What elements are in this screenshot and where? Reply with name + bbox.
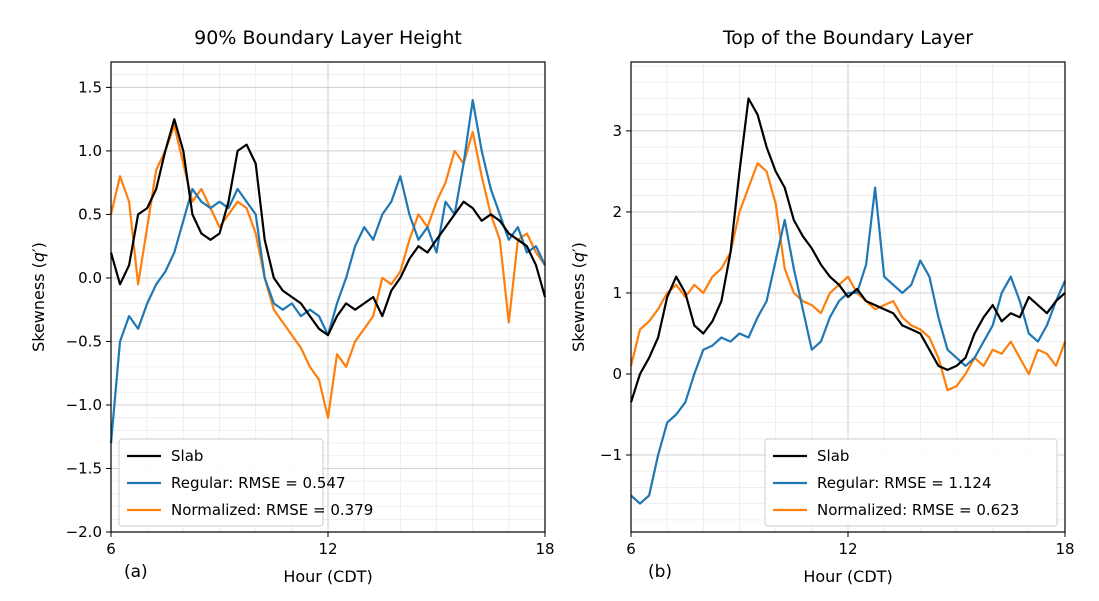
x-tick-label: 12 [838,540,857,558]
series-group [629,97,1067,505]
y-tick-label: −0.5 [66,332,102,350]
x-ticks: 6 12 18 [626,532,1075,558]
x-tick-label: 6 [626,540,636,558]
series-line-slab [109,118,547,337]
plot-frame [110,61,546,533]
series-line-normalized [629,162,1067,392]
y-tick-label: 1.5 [78,78,102,96]
legend-label: Slab [817,447,849,465]
series-line-slab [629,97,1066,403]
plot-frame [630,61,1066,533]
legend-box [764,438,1058,527]
legend-label: Regular: RMSE = 0.547 [171,474,346,492]
y-tick-label: −1 [600,446,622,464]
y-tick-label: 3 [612,122,622,140]
y-ticks: −1 0 1 2 3 [600,122,631,464]
legend-label: Normalized: RMSE = 0.379 [171,501,373,519]
y-tick-label: 0.5 [78,205,102,223]
y-tick-label: −2.0 [66,523,102,541]
x-tick-label: 18 [535,540,554,558]
x-tick-label: 12 [318,540,337,558]
y-tick-label: 1 [612,284,622,302]
legend: Slab Regular: RMSE = 1.124 Normalized: RMS… [764,438,1058,527]
x-axis-label: Hour (CDT) [283,567,372,586]
panel-a: 90% Boundary Layer Height −2.0 −1.5 −1.0 −0… [29,27,555,586]
x-ticks: 6 12 18 [106,532,555,558]
series-line-normalized [109,124,546,419]
y-tick-label: 0.0 [78,269,102,287]
y-tick-label: 2 [612,203,622,221]
legend-label: Normalized: RMSE = 0.623 [817,501,1019,519]
x-axis-label: Hour (CDT) [803,567,892,586]
series-group [109,98,547,444]
x-tick-label: 18 [1055,540,1074,558]
legend: Slab Regular: RMSE = 0.547 Normalized: RMS… [118,438,373,527]
legend-box [118,438,324,527]
x-tick-label: 6 [106,540,116,558]
series-line-regular [630,186,1067,505]
chart-title: Top of the Boundary Layer [722,27,973,49]
y-axis-label: Skewness (q′) [29,242,48,352]
chart-title: 90% Boundary Layer Height [194,27,462,49]
panel-label: (b) [648,562,672,582]
y-tick-label: −1.5 [66,459,102,477]
legend-label: Regular: RMSE = 1.124 [817,474,992,492]
y-tick-label: 0 [612,365,622,383]
y-axis-label: Skewness (q′) [569,242,588,352]
y-ticks: −2.0 −1.5 −1.0 −0.5 0.0 0.5 1.0 1.5 [66,78,111,541]
legend-label: Slab [171,447,203,465]
y-tick-label: −1.0 [66,396,102,414]
y-tick-label: 1.0 [78,142,102,160]
panel-label: (a) [124,562,148,582]
